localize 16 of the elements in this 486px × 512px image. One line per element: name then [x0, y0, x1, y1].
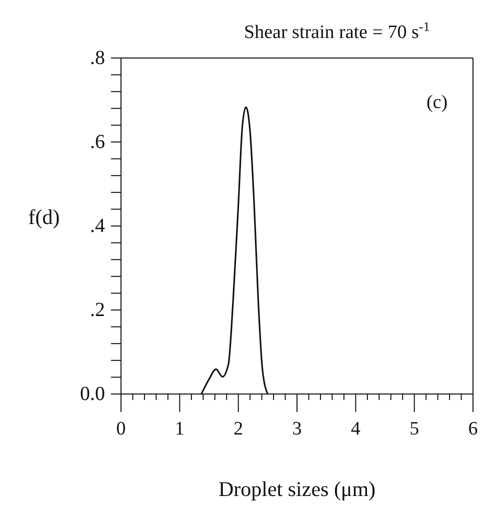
- x-tick-label: 5: [410, 418, 420, 440]
- x-tick-label: 1: [174, 418, 184, 440]
- chart-title: Shear strain rate = 70 s$^{-1}$: [244, 18, 430, 43]
- x-tick-label: 3: [292, 418, 302, 440]
- x-tick-label: 0: [116, 418, 126, 440]
- annotation: (c): [426, 92, 448, 113]
- x-tick-label: 4: [350, 418, 361, 440]
- x-tick-label: 6: [468, 418, 478, 440]
- y-tick-label: .2: [90, 299, 105, 321]
- y-tick-label: .6: [90, 131, 105, 153]
- x-tick-label: 2: [234, 418, 244, 440]
- y-tick-label: .8: [90, 47, 105, 69]
- y-axis-title: f(d): [28, 205, 60, 229]
- y-tick-label: 0.0: [80, 383, 105, 405]
- x-axis-title: Droplet sizes (μm): [218, 477, 376, 501]
- y-tick-label: .4: [90, 215, 105, 237]
